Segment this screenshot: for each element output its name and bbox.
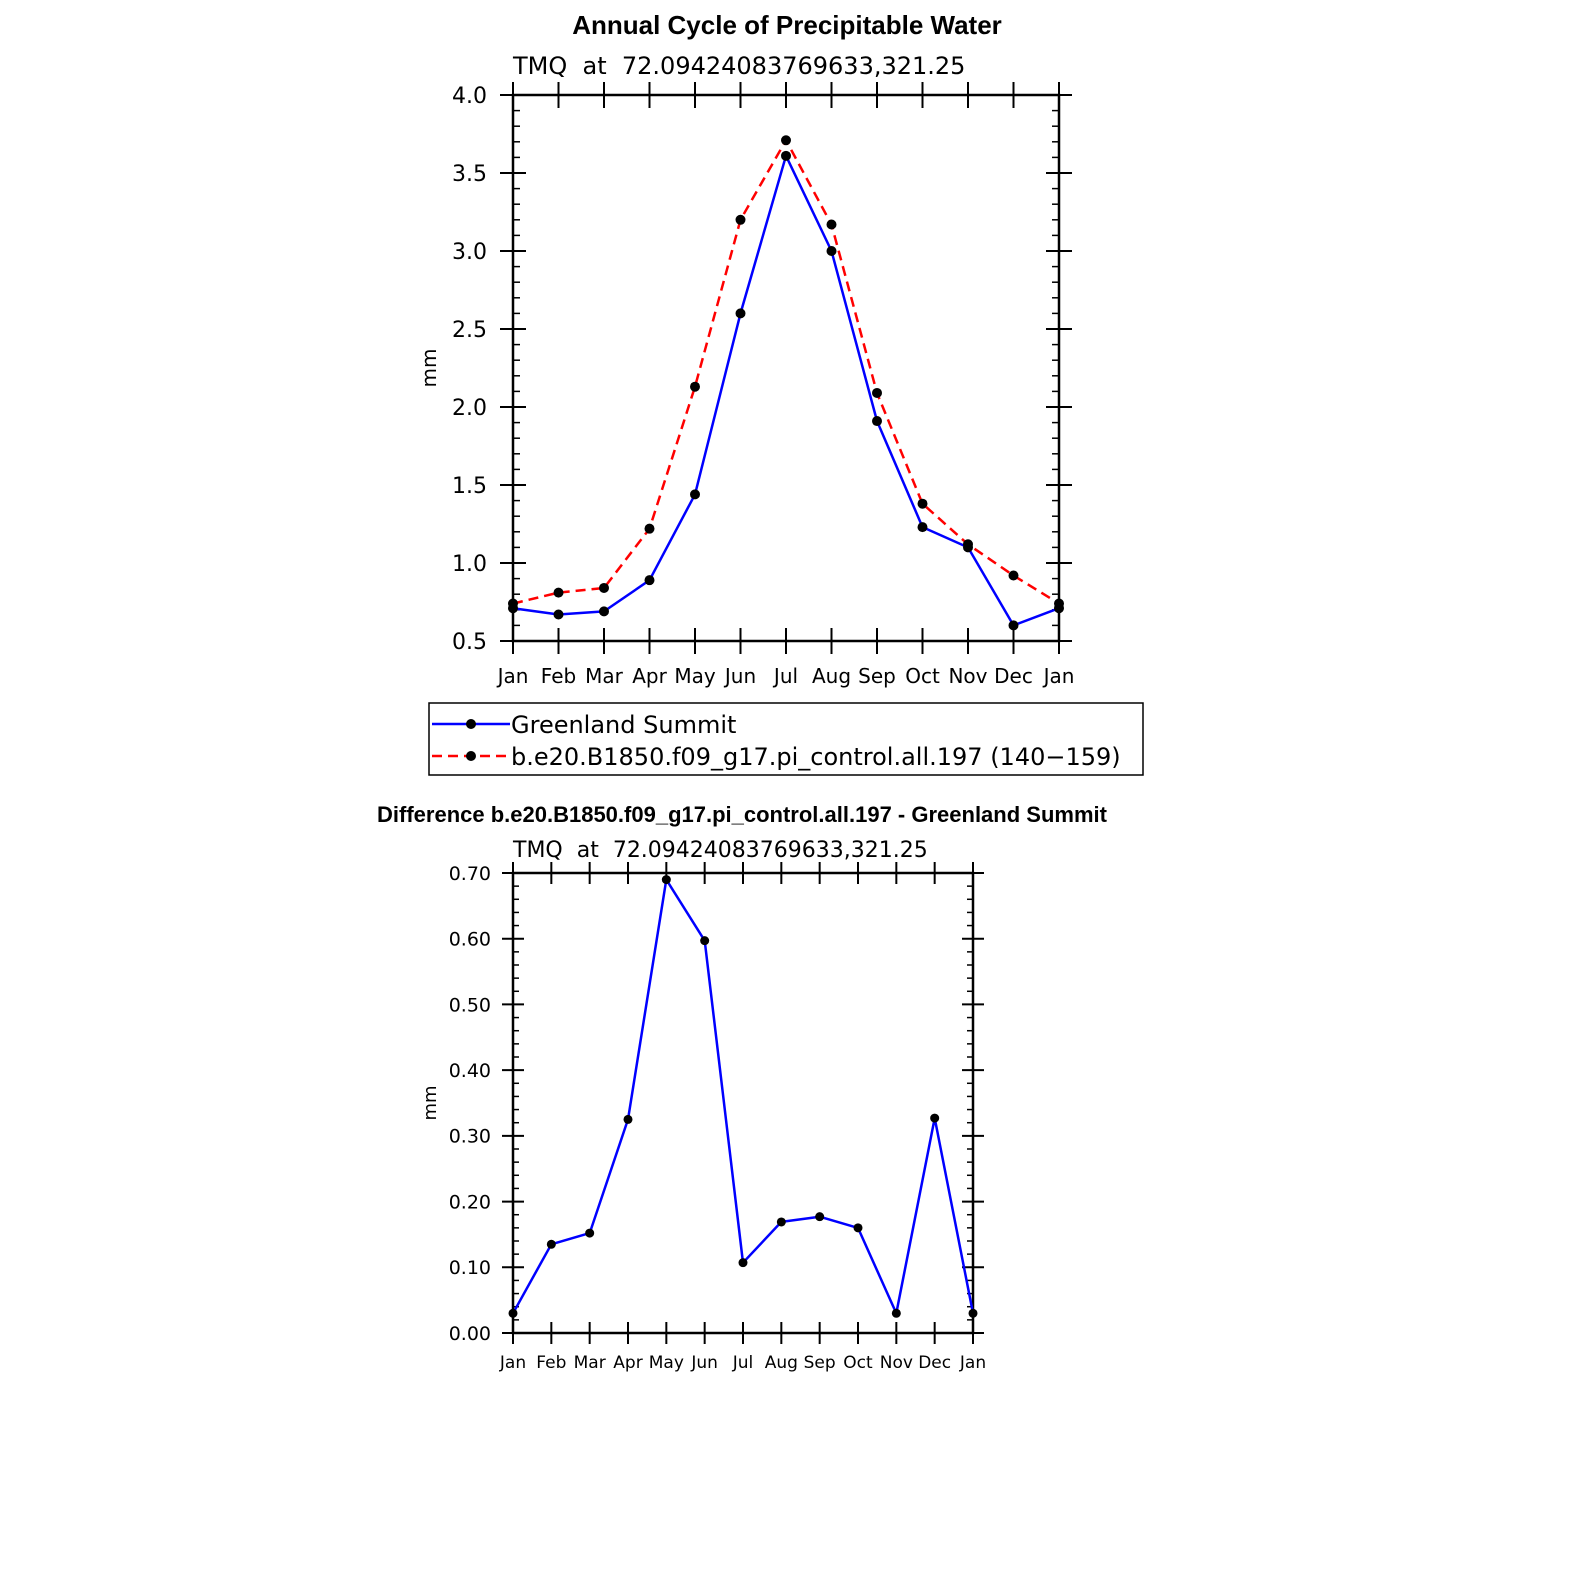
data-point-series-1 <box>826 246 837 256</box>
series-line-1 <box>512 154 1060 627</box>
chart2-title: Difference b.e20.B1850.f09_g17.pi_contro… <box>377 802 1108 827</box>
y-tick-label: 0.5 <box>452 630 487 655</box>
data-point-series-1 <box>968 1308 978 1318</box>
data-point-series-2 <box>826 219 837 230</box>
x-tick-label: Sep <box>804 1353 836 1373</box>
x-tick-label: Oct <box>843 1353 873 1373</box>
x-tick-label: Mar <box>585 664 624 688</box>
x-tick-label: Jan <box>1042 664 1075 688</box>
data-point-series-2 <box>690 381 700 392</box>
x-tick-label: Aug <box>812 664 851 688</box>
y-tick-label: 0.30 <box>449 1126 491 1148</box>
y-tick-label: 2.0 <box>452 396 487 421</box>
x-tick-label: Nov <box>948 664 987 688</box>
x-tick-label: Jul <box>732 1353 754 1373</box>
x-tick-label: Apr <box>613 1353 642 1373</box>
y-tick-label: 3.0 <box>452 240 487 265</box>
chart2-subtitle: TMQ at 72.09424083769633,321.25 <box>512 838 928 863</box>
data-point-series-1 <box>599 606 609 617</box>
data-point-series-2 <box>508 598 518 609</box>
data-point-series-2 <box>1054 598 1064 609</box>
data-point-series-1 <box>738 1258 748 1268</box>
data-point-series-1 <box>735 308 746 319</box>
data-point-series-1 <box>891 1308 901 1318</box>
data-point-series-1 <box>585 1228 595 1238</box>
chart1-subtitle: TMQ at 72.09424083769633,321.25 <box>512 52 965 80</box>
y-tick-label: 0.60 <box>449 929 491 951</box>
x-tick-label: Jan <box>496 664 529 688</box>
data-point-series-2 <box>963 539 973 550</box>
data-point-series-2 <box>1008 570 1019 581</box>
x-tick-label: May <box>649 1353 684 1373</box>
data-point-series-1 <box>872 416 882 427</box>
x-tick-label: May <box>674 664 716 688</box>
chart2-ylabel: mm <box>420 1085 441 1120</box>
data-point-series-1 <box>776 1217 786 1227</box>
legend-label-series-2: b.e20.B1850.f09_g17.pi_control.all.197 (… <box>511 743 1121 771</box>
data-point-series-1 <box>690 489 700 500</box>
data-point-series-1 <box>623 1114 633 1124</box>
y-tick-label: 4.0 <box>452 84 487 109</box>
data-point-series-1 <box>853 1223 863 1233</box>
x-tick-label: Feb <box>536 1353 566 1373</box>
legend-box <box>428 702 1144 776</box>
x-tick-label: Jun <box>690 1353 718 1373</box>
x-tick-label: Nov <box>880 1353 913 1373</box>
data-point-series-1 <box>917 522 928 533</box>
legend-marker-dashed <box>466 751 476 761</box>
series-line-2 <box>512 138 1060 605</box>
x-tick-label: Mar <box>574 1353 606 1373</box>
x-tick-label: Oct <box>905 664 940 688</box>
data-point-series-1 <box>1008 620 1019 631</box>
data-point-series-1 <box>508 1308 518 1318</box>
data-point-series-2 <box>644 523 655 534</box>
x-tick-label: Feb <box>541 664 576 688</box>
series-line-1 <box>511 878 975 1315</box>
data-point-series-2 <box>735 214 746 225</box>
data-point-series-1 <box>661 875 671 885</box>
chart1-legend: Greenland Summit b.e20.B1850.f09_g17.pi_… <box>428 702 1144 776</box>
data-point-series-1 <box>644 575 655 586</box>
chart1-ylabel: mm <box>417 349 441 388</box>
data-point-series-1 <box>781 150 791 161</box>
x-tick-label: Jan <box>499 1353 526 1373</box>
data-point-series-2 <box>599 582 609 593</box>
y-tick-label: 1.5 <box>452 474 487 499</box>
plot-frame <box>511 93 1061 643</box>
y-tick-label: 3.5 <box>452 162 487 187</box>
x-tick-label: Aug <box>765 1353 798 1373</box>
data-point-series-1 <box>553 609 564 620</box>
y-tick-label: 0.70 <box>449 863 491 885</box>
data-point-series-2 <box>917 498 928 509</box>
legend-marker-solid <box>466 719 476 729</box>
y-tick-label: 0.00 <box>449 1323 491 1345</box>
data-point-series-1 <box>815 1212 825 1222</box>
data-point-series-1 <box>700 936 710 946</box>
y-tick-label: 0.50 <box>449 994 491 1016</box>
y-tick-label: 0.10 <box>449 1257 491 1279</box>
legend-label-series-1: Greenland Summit <box>511 711 736 739</box>
x-tick-label: Dec <box>994 664 1033 688</box>
chart1-plot: Jan Feb Mar Apr May Jun Jul Aug Sep Oct Nov Dec Jan 0… <box>452 82 1074 688</box>
y-tick-label: 2.5 <box>452 318 487 343</box>
x-tick-label: Dec <box>918 1353 951 1373</box>
data-point-series-1 <box>930 1113 940 1123</box>
x-tick-label: Jul <box>772 664 798 688</box>
chart1-title: Annual Cycle of Precipitable Water <box>572 10 1002 40</box>
y-tick-label: 0.40 <box>449 1060 491 1082</box>
data-point-series-2 <box>872 387 882 398</box>
x-tick-label: Apr <box>632 664 667 688</box>
x-tick-label: Jun <box>723 664 756 688</box>
data-point-series-2 <box>781 135 791 146</box>
x-tick-label: Jan <box>959 1353 986 1373</box>
data-point-series-1 <box>546 1239 556 1249</box>
data-point-series-2 <box>553 587 564 598</box>
x-tick-label: Sep <box>858 664 896 688</box>
y-tick-label: 1.0 <box>452 552 487 577</box>
y-tick-label: 0.20 <box>449 1191 491 1213</box>
chart2-plot: Jan Feb Mar Apr May Jun Jul Aug Sep Oct Nov Dec Jan 0… <box>449 862 986 1373</box>
